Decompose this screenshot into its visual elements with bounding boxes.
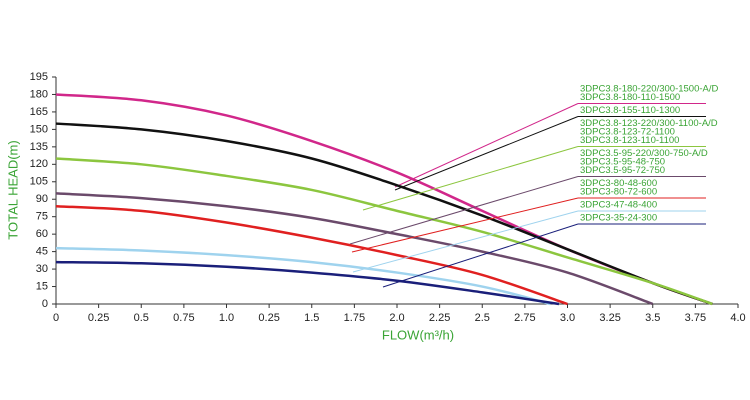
x-tick-label: 3.75 xyxy=(685,312,706,324)
curve xyxy=(55,246,551,306)
curve-label: 3DPC3.8-123-110-1100 xyxy=(580,135,679,146)
curve-label: 3DPC3.8-155-110-1300 xyxy=(580,105,680,116)
curve-label: 3DPC3.8-180-220/300-1500-A/D xyxy=(580,84,719,95)
y-tick-label: 15 xyxy=(36,280,48,292)
curve xyxy=(55,204,568,306)
curve-label: 3DPC3-47-48-400 xyxy=(580,200,657,211)
y-tick-label: 135 xyxy=(30,141,48,153)
x-tick-label: 3.0 xyxy=(560,312,575,324)
x-tick-label: 0 xyxy=(53,312,59,324)
y-axis-title: TOTAL HEAD(m) xyxy=(5,140,20,239)
leader-line xyxy=(349,176,579,245)
y-tick-label: 0 xyxy=(42,298,48,310)
leader-line xyxy=(351,197,579,253)
x-tick-label: 1.75 xyxy=(344,312,365,324)
curve-label: 3DPC3.5-95-220/300-750-A/D xyxy=(580,148,708,159)
curve xyxy=(55,260,560,306)
x-tick-label: 0.25 xyxy=(88,312,109,324)
y-tick-label: 30 xyxy=(36,263,48,275)
y-tick-label: 150 xyxy=(30,123,48,135)
x-tick-label: 1.0 xyxy=(219,312,234,324)
leader-line xyxy=(362,146,579,211)
y-tick-label: 195 xyxy=(30,71,48,83)
x-tick-label: 0.75 xyxy=(173,312,194,324)
y-tick-label: 75 xyxy=(36,211,48,223)
x-axis-title: FLOW(m³/h) xyxy=(382,327,454,342)
x-tick-label: 2.5 xyxy=(475,312,490,324)
curve-label: 3DPC3.8-180-110-1500 xyxy=(580,92,680,103)
x-tick-label: 3.25 xyxy=(599,312,620,324)
curve-label: 3DPC3.8-123-220/300-1100-A/D xyxy=(580,118,718,129)
x-tick-label: 4.0 xyxy=(730,312,745,324)
x-tick-label: 2.0 xyxy=(389,312,404,324)
curve-label: 3DPC3.5-95-72-750 xyxy=(580,165,665,176)
leader-line xyxy=(394,116,579,191)
y-tick-label: 165 xyxy=(30,106,48,118)
x-tick-label: 2.75 xyxy=(514,312,535,324)
curve xyxy=(55,192,654,306)
curve-label: 3DPC3.5-95-48-750 xyxy=(580,157,665,168)
curve-label: 3DPC3-80-72-600 xyxy=(580,187,657,198)
x-tick-label: 3.5 xyxy=(645,312,660,324)
y-tick-label: 180 xyxy=(30,88,48,100)
curve xyxy=(55,122,713,306)
y-tick-label: 90 xyxy=(36,193,48,205)
leader-line xyxy=(382,223,579,288)
x-tick-label: 0.25 xyxy=(258,312,279,324)
curve-label: 3DPC3.8-123-72-1100 xyxy=(580,127,675,138)
x-tick-label: 2.25 xyxy=(429,312,450,324)
y-tick-label: 60 xyxy=(36,228,48,240)
leader-line xyxy=(394,103,579,188)
curve-label: 3DPC3-80-48-600 xyxy=(580,178,657,189)
y-tick-label: 120 xyxy=(30,158,48,170)
y-tick-label: 105 xyxy=(30,176,48,188)
curve xyxy=(55,157,713,306)
x-tick-label: 1.5 xyxy=(304,312,319,324)
y-tick-label: 45 xyxy=(36,246,48,258)
curve-label: 3DPC3-35-24-300 xyxy=(580,213,657,224)
leader-line xyxy=(352,210,579,273)
x-tick-label: 0.5 xyxy=(134,312,149,324)
